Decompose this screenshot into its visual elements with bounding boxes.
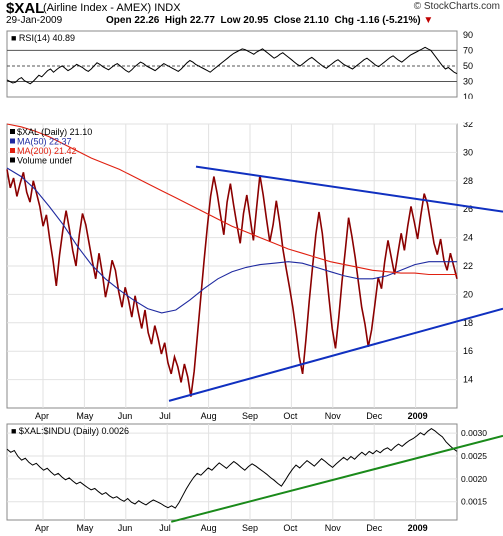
ohlc-summary: Open 22.26 High 22.77 Low 20.95 Close 21… bbox=[106, 15, 433, 26]
price-month-label: Jun bbox=[118, 411, 133, 421]
ratio-tick-label: 0.0025 bbox=[461, 451, 487, 461]
price-tick-label: 28 bbox=[463, 176, 473, 186]
down-arrow-icon: ▼ bbox=[423, 15, 434, 26]
ratio-tick-label: 0.0015 bbox=[461, 497, 487, 507]
index-name: (Airline Index - AMEX) INDX bbox=[43, 2, 181, 14]
high-value: High 22.77 bbox=[164, 15, 215, 26]
price-month-label: May bbox=[76, 411, 94, 421]
price-tick-label: 26 bbox=[463, 204, 473, 214]
rsi-tick-label: 30 bbox=[463, 76, 473, 86]
legend-entry: Volume undef bbox=[17, 156, 73, 166]
price-month-label: Jul bbox=[159, 411, 171, 421]
price-tick-label: 20 bbox=[463, 289, 473, 299]
low-value: Low 20.95 bbox=[220, 15, 269, 26]
rsi-tick-label: 70 bbox=[463, 45, 473, 55]
legend-swatch bbox=[10, 129, 15, 134]
legend-entry: MA(200) 21.42 bbox=[17, 146, 77, 156]
symbol-label: $XAL bbox=[6, 0, 45, 17]
ratio-month-label: Sep bbox=[242, 523, 258, 533]
trendline-lower bbox=[168, 307, 503, 402]
series-price-line bbox=[6, 169, 458, 397]
ratio-month-label: Jul bbox=[159, 523, 171, 533]
series-ma50-line bbox=[6, 167, 457, 314]
price-tick-label: 18 bbox=[463, 318, 473, 328]
legend-entry: MA(50) 22.37 bbox=[17, 137, 72, 147]
ratio-month-label: May bbox=[76, 523, 94, 533]
credit-label: © StockCharts.com bbox=[413, 1, 500, 12]
legend-swatch bbox=[10, 148, 15, 153]
rsi-line bbox=[6, 46, 458, 85]
rsi-panel: 10 30 50 70 90 ■ RSI(14) 40.89 bbox=[6, 30, 473, 99]
ratio-line bbox=[6, 427, 458, 509]
open-value: Open 22.26 bbox=[106, 15, 160, 26]
price-tick-label: 22 bbox=[463, 261, 473, 271]
price-month-label: Dec bbox=[366, 411, 383, 421]
price-month-label: Aug bbox=[201, 411, 217, 421]
ratio-month-label: 2009 bbox=[408, 523, 428, 533]
rsi-tick-label: 10 bbox=[463, 92, 473, 99]
ratio-tick-label: 0.0020 bbox=[461, 474, 487, 484]
price-tick-label: 32 bbox=[463, 122, 473, 129]
date-label: 29-Jan-2009 bbox=[6, 15, 63, 26]
price-panel: 14 16 18 20 22 24 26 28 30 32 Apr May Jun Jul Aug Sep Oc… bbox=[6, 122, 503, 421]
price-month-label: Nov bbox=[325, 411, 342, 421]
trendline-upper bbox=[195, 165, 503, 213]
price-tick-label: 24 bbox=[463, 233, 473, 243]
price-month-label: Oct bbox=[283, 411, 298, 421]
price-month-label: Apr bbox=[35, 411, 49, 421]
rsi-tick-label: 50 bbox=[463, 61, 473, 71]
legend-swatch bbox=[10, 138, 15, 144]
ratio-month-label: Aug bbox=[201, 523, 217, 533]
ratio-month-label: Dec bbox=[366, 523, 383, 533]
change-value: Chg -1.16 (-5.21%) bbox=[334, 15, 421, 26]
close-value: Close 21.10 bbox=[273, 15, 329, 26]
ratio-month-label: Oct bbox=[283, 523, 298, 533]
ratio-trendline bbox=[170, 434, 503, 523]
ratio-month-label: Apr bbox=[35, 523, 49, 533]
ratio-frame bbox=[6, 423, 458, 521]
rsi-tick-label: 90 bbox=[463, 30, 473, 40]
rsi-legend-label: ■ RSI(14) 40.89 bbox=[11, 33, 75, 43]
ratio-month-label: Jun bbox=[118, 523, 133, 533]
ratio-legend-label: ■ $XAL:$INDU (Daily) 0.0026 bbox=[11, 426, 129, 436]
ratio-tick-label: 0.0030 bbox=[461, 428, 487, 438]
ratio-month-label: Nov bbox=[325, 523, 342, 533]
series-ma200-line bbox=[6, 123, 457, 276]
price-month-label: 2009 bbox=[408, 411, 428, 421]
legend-swatch bbox=[10, 157, 15, 163]
price-tick-label: 16 bbox=[463, 346, 473, 356]
legend-entry: $XAL (Daily) 21.10 bbox=[17, 127, 92, 137]
price-tick-label: 14 bbox=[463, 375, 473, 385]
price-month-label: Sep bbox=[242, 411, 258, 421]
ratio-panel: 0.0015 0.0020 0.0025 0.0030 Apr May Jun Jul Aug S… bbox=[6, 423, 503, 533]
price-tick-label: 30 bbox=[463, 147, 473, 157]
